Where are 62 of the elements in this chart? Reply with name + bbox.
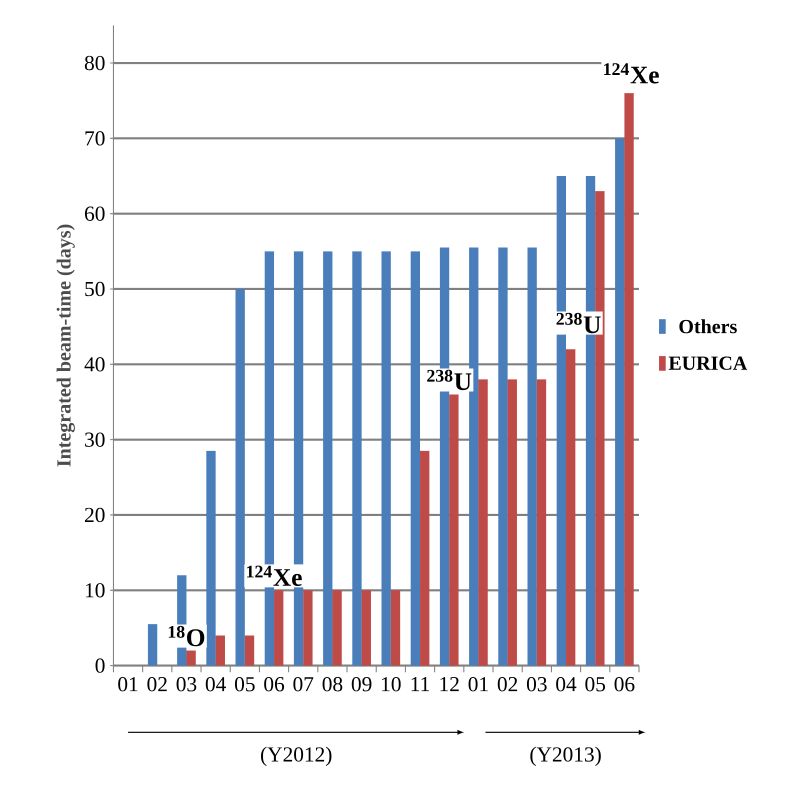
bar bbox=[148, 624, 158, 666]
text: (Y2012) bbox=[261, 746, 332, 766]
x-tick-label: 12 bbox=[440, 677, 459, 692]
x-tick-label: 08 bbox=[322, 677, 342, 692]
bar bbox=[478, 379, 488, 666]
x-tick-label: 09 bbox=[352, 677, 372, 692]
bar bbox=[186, 650, 196, 666]
bar bbox=[236, 288, 246, 666]
x-tick-label: 07 bbox=[294, 677, 314, 692]
x-tick-label: 01 bbox=[118, 677, 138, 692]
x-tick-label: 10 bbox=[382, 677, 401, 692]
bar bbox=[624, 93, 634, 666]
x-tick-label: 02 bbox=[498, 677, 518, 692]
y-tick-label: 30 bbox=[85, 432, 105, 447]
bar bbox=[245, 635, 254, 666]
bar bbox=[323, 251, 333, 666]
x-tick-label: 04 bbox=[556, 677, 577, 692]
bar bbox=[352, 251, 362, 666]
bar bbox=[449, 394, 459, 666]
bar bbox=[206, 450, 216, 666]
x-tick-label: 06 bbox=[614, 677, 635, 692]
bar bbox=[274, 590, 284, 666]
x-tick-label: 04 bbox=[206, 677, 226, 692]
x-tick-label: 02 bbox=[148, 677, 167, 692]
annotation: $^{124}$Xe bbox=[247, 566, 302, 586]
x-tick-label: 11 bbox=[412, 677, 430, 692]
annotation: $^{238}$U bbox=[556, 312, 601, 334]
bar bbox=[498, 248, 508, 666]
legend-label: Others bbox=[680, 319, 737, 334]
y-tick-label: 70 bbox=[86, 131, 105, 146]
bar bbox=[528, 248, 537, 666]
bar bbox=[303, 590, 313, 666]
annotation: $^{238}$U bbox=[427, 370, 472, 390]
x-tick-label: 03 bbox=[527, 677, 547, 692]
bar bbox=[216, 635, 226, 666]
bar bbox=[420, 450, 430, 666]
y-tick-label: 50 bbox=[85, 282, 105, 296]
x-tick-label: 06 bbox=[264, 677, 284, 692]
legend-label: EURICA bbox=[668, 356, 748, 370]
x-tick-label: 03 bbox=[176, 677, 196, 692]
y-tick-label: 80 bbox=[85, 56, 105, 70]
bar bbox=[566, 349, 576, 666]
bar bbox=[362, 590, 372, 666]
x-tick-label: 05 bbox=[235, 677, 255, 692]
y-tick-label: 0 bbox=[96, 658, 105, 673]
y-tick-label: 10 bbox=[86, 583, 105, 598]
text: (Y2013) bbox=[530, 746, 601, 766]
annotation: $^{124}$Xe bbox=[604, 63, 660, 84]
y-axis-title: Integrated beam-time (days) bbox=[56, 224, 76, 466]
x-tick-label: 01 bbox=[468, 677, 488, 692]
x-tick-label: 05 bbox=[586, 677, 606, 692]
annotation: $^{18}$O bbox=[168, 626, 204, 646]
bar bbox=[536, 379, 546, 666]
y-tick-label: 40 bbox=[84, 357, 105, 372]
bar bbox=[410, 251, 420, 666]
bar bbox=[391, 590, 400, 666]
bar bbox=[615, 138, 625, 666]
y-tick-label: 60 bbox=[85, 206, 105, 221]
bar bbox=[332, 590, 342, 666]
bar bbox=[508, 379, 518, 666]
bar bbox=[382, 251, 391, 666]
y-tick-label: 20 bbox=[85, 508, 105, 522]
